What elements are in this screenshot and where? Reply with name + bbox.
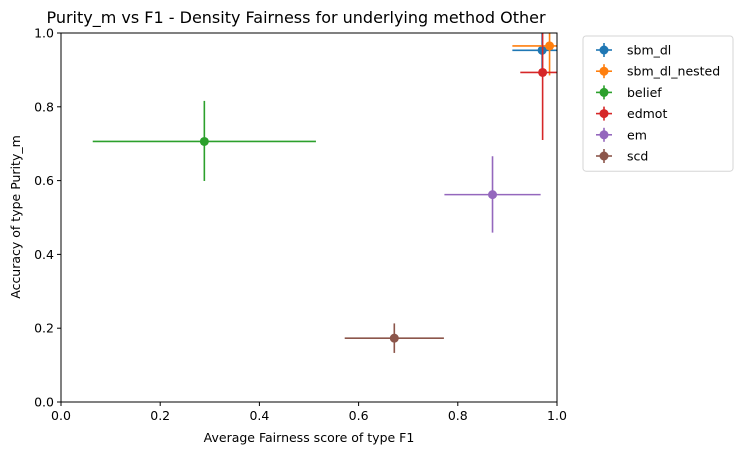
y-tick-label: 1.0 xyxy=(34,26,54,41)
x-axis: 0.0 0.2 0.4 0.6 0.8 1.0 xyxy=(51,402,567,423)
data-point xyxy=(199,136,209,146)
series-edmot xyxy=(520,33,557,141)
series-scd xyxy=(344,323,444,353)
legend-marker xyxy=(599,130,609,140)
legend-label: sbm_dl xyxy=(627,43,671,58)
chart-title: Purity_m vs F1 - Density Fairness for un… xyxy=(46,8,546,28)
legend-label: edmot xyxy=(627,106,667,121)
series-em xyxy=(444,156,541,233)
legend-label: scd xyxy=(627,149,648,164)
y-tick-label: 0.4 xyxy=(34,247,54,262)
data-point xyxy=(538,67,548,77)
legend-marker xyxy=(599,66,609,76)
y-tick-label: 0.6 xyxy=(34,173,54,188)
legend-label: em xyxy=(627,127,647,142)
series-sbm_dl_nested xyxy=(512,33,557,76)
legend-item-sbm_dl_nested: sbm_dl_nested xyxy=(596,64,720,79)
data-point xyxy=(488,190,498,200)
legend-item-em: em xyxy=(596,127,647,142)
legend-item-scd: scd xyxy=(596,149,648,164)
x-tick-label: 0.2 xyxy=(150,408,170,423)
legend-marker xyxy=(599,109,609,119)
legend-item-sbm_dl: sbm_dl xyxy=(596,43,671,58)
x-axis-label: Average Fairness score of type F1 xyxy=(204,430,415,445)
data-point xyxy=(545,41,555,51)
data-point xyxy=(389,333,399,343)
x-tick-label: 0.8 xyxy=(448,408,468,423)
y-tick-label: 0.8 xyxy=(34,99,54,114)
x-tick-label: 0.6 xyxy=(349,408,369,423)
legend-box xyxy=(582,35,734,172)
legend-label: sbm_dl_nested xyxy=(627,64,720,79)
legend-marker xyxy=(599,45,609,55)
legend-marker xyxy=(599,151,609,161)
x-tick-label: 0.4 xyxy=(249,408,269,423)
series-belief xyxy=(92,100,316,181)
legend-marker xyxy=(599,87,609,97)
legend-item-belief: belief xyxy=(596,85,662,100)
plot-frame xyxy=(60,32,558,403)
y-axis: 0.0 0.2 0.4 0.6 0.8 1.0 xyxy=(34,26,61,410)
x-tick-label: 0.0 xyxy=(51,408,71,423)
x-tick-label: 1.0 xyxy=(547,408,567,423)
legend-item-edmot: edmot xyxy=(596,106,667,121)
y-axis-label: Accuracy of type Purity_m xyxy=(8,135,23,299)
y-tick-label: 0.2 xyxy=(34,321,54,336)
y-tick-label: 0.0 xyxy=(34,395,54,410)
legend-label: belief xyxy=(627,85,662,100)
